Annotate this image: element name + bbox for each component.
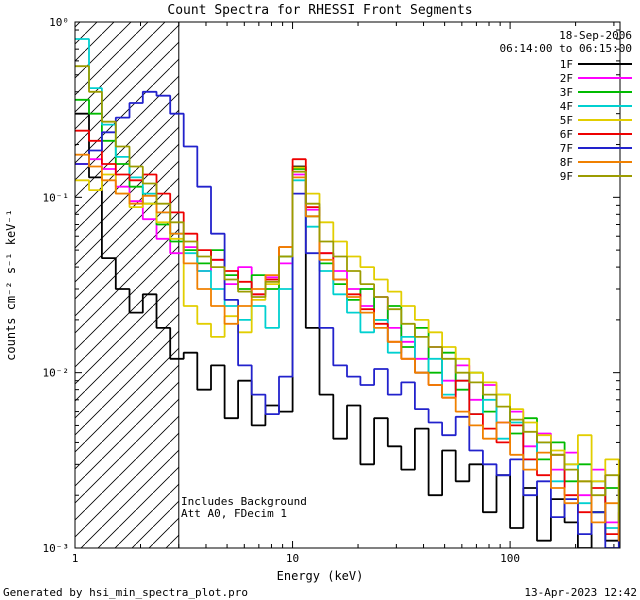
legend-color-swatch [578, 63, 632, 65]
legend-color-swatch [578, 147, 632, 149]
legend-label: 1F [559, 57, 573, 71]
legend-item-1F: 1F [560, 57, 632, 71]
series-1F [75, 112, 620, 548]
spectra-series-group [75, 38, 620, 548]
legend: 1F 2F 3F 4F 5F 6F 7F 8F 9F [560, 57, 632, 183]
legend-color-swatch [578, 119, 632, 121]
legend-color-swatch [578, 77, 632, 79]
hatched-exclusion-region [75, 22, 179, 548]
annotation-attenuator-state: Att A0, FDecim 1 [181, 507, 287, 520]
series-9F [75, 65, 620, 524]
observation-time-range: 06:14:00 to 06:15:00 [499, 42, 632, 55]
tick-labels: 1 10 100 10⁻³ 10⁻² 10⁻¹ 10⁰ [43, 16, 521, 565]
series-7F [75, 90, 620, 548]
y-tick-label: 10⁻¹ [43, 191, 70, 204]
x-axis-label: Energy (keV) [276, 569, 364, 583]
plot-frame [74, 21, 621, 549]
legend-label: 5F [559, 113, 573, 127]
legend-label: 6F [559, 127, 573, 141]
legend-item-2F: 2F [560, 71, 632, 85]
legend-item-3F: 3F [560, 85, 632, 99]
legend-color-swatch [578, 161, 632, 163]
footer: Generated by hsi_min_spectra_plot.pro 13… [0, 586, 640, 599]
legend-color-swatch [578, 105, 632, 107]
legend-color-swatch [578, 175, 632, 177]
y-tick-label: 10⁻² [43, 367, 70, 380]
x-tick-label: 1 [72, 552, 79, 565]
y-tick-label: 10⁰ [49, 16, 69, 29]
legend-label: 4F [559, 99, 573, 113]
legend-label: 9F [559, 169, 573, 183]
legend-label: 2F [559, 71, 573, 85]
header-block: 18-Sep-2006 06:14:00 to 06:15:00 [500, 29, 632, 55]
legend-color-swatch [578, 133, 632, 135]
page-title: Count Spectra for RHESSI Front Segments [167, 3, 473, 18]
footer-generated-by: Generated by hsi_min_spectra_plot.pro [3, 586, 249, 599]
legend-label: 3F [559, 85, 573, 99]
y-tick-label: 10⁻³ [43, 542, 70, 555]
legend-label: 7F [559, 141, 573, 155]
legend-item-8F: 8F [560, 155, 632, 169]
annotation-includes-background: Includes Background [181, 495, 307, 508]
x-tick-label: 10 [286, 552, 299, 565]
legend-item-7F: 7F [560, 141, 632, 155]
legend-item-6F: 6F [560, 127, 632, 141]
x-tick-label: 100 [500, 552, 520, 565]
y-axis-label: counts cm⁻² s⁻¹ keV⁻¹ [4, 209, 18, 361]
legend-item-5F: 5F [560, 113, 632, 127]
legend-color-swatch [578, 91, 632, 93]
footer-timestamp: 13-Apr-2023 12:42 [524, 586, 637, 599]
legend-item-9F: 9F [560, 169, 632, 183]
legend-label: 8F [559, 155, 573, 169]
legend-item-4F: 4F [560, 99, 632, 113]
observation-date: 18-Sep-2006 [559, 29, 632, 42]
